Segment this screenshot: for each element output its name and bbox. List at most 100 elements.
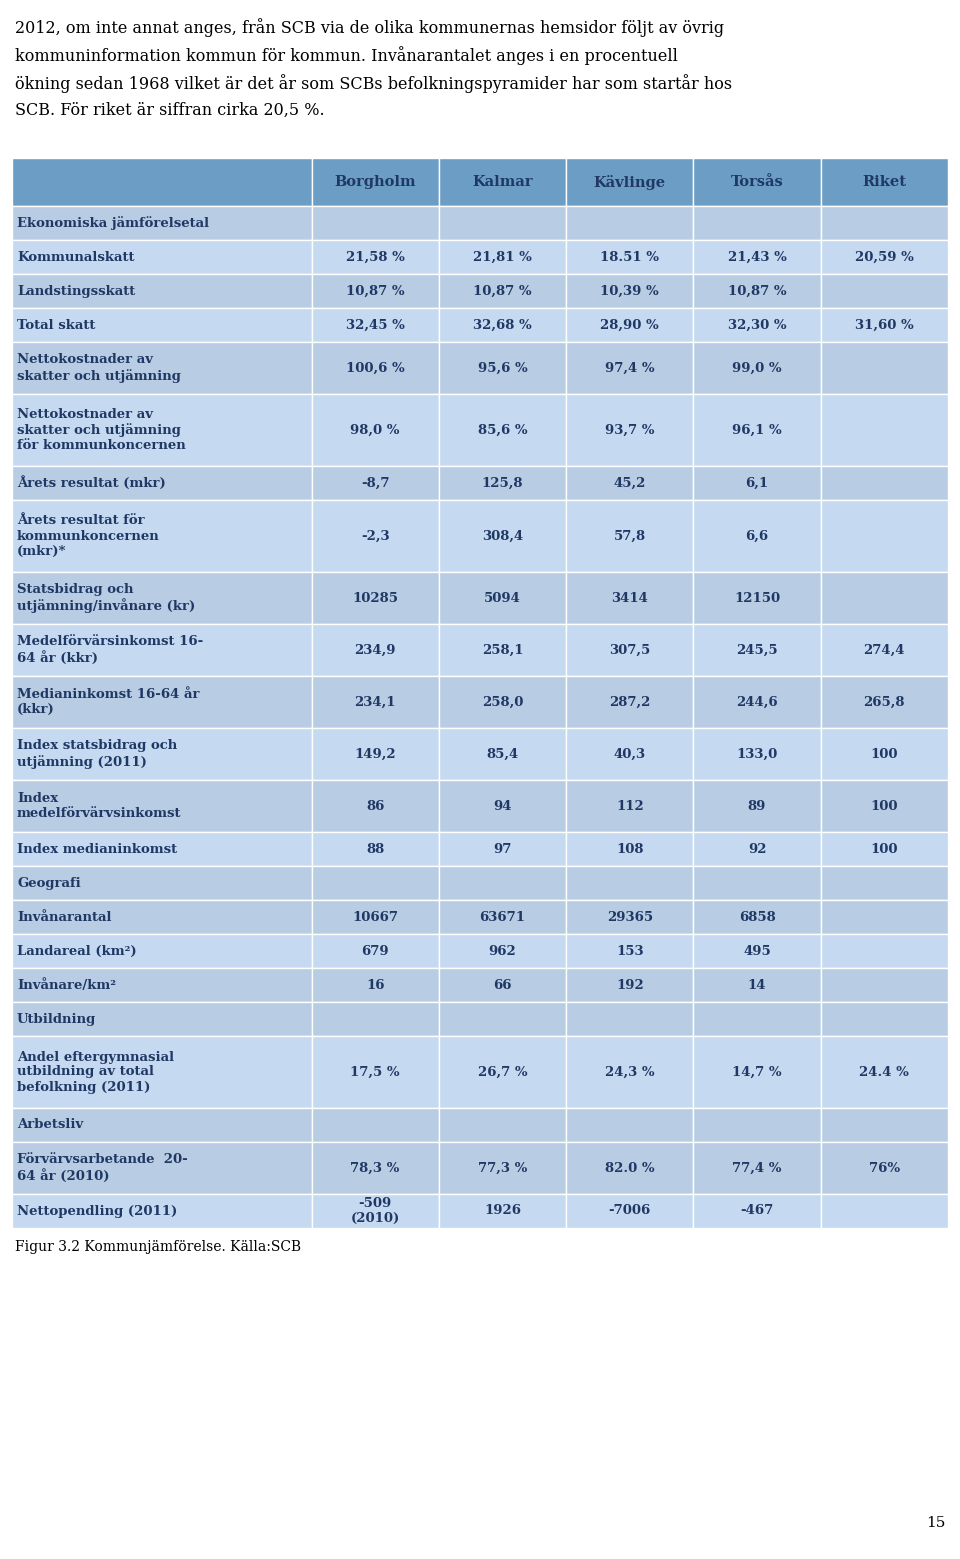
Text: Medelförvärsinkomst 16-
64 år (kkr): Medelförvärsinkomst 16- 64 år (kkr) — [17, 636, 204, 664]
Bar — [693, 728, 821, 780]
Bar — [566, 466, 693, 500]
Text: 32,30 %: 32,30 % — [728, 318, 786, 332]
Bar — [311, 341, 439, 394]
Bar — [311, 900, 439, 934]
Text: 94: 94 — [493, 800, 512, 812]
Bar — [821, 833, 948, 865]
Bar — [311, 968, 439, 1002]
Bar — [693, 341, 821, 394]
Text: 98,0 %: 98,0 % — [350, 424, 400, 437]
Bar — [12, 274, 311, 309]
Bar — [821, 157, 948, 206]
Text: 258,1: 258,1 — [482, 644, 523, 656]
Text: 100: 100 — [871, 747, 899, 761]
Text: Nettokostnader av
skatter och utjämning: Nettokostnader av skatter och utjämning — [17, 354, 180, 382]
Text: Kalmar: Kalmar — [472, 175, 533, 189]
Bar — [311, 309, 439, 341]
Text: Kävlinge: Kävlinge — [593, 175, 666, 190]
Text: 100: 100 — [871, 842, 899, 856]
Bar — [821, 1143, 948, 1194]
Bar — [12, 677, 311, 728]
Text: 31,60 %: 31,60 % — [855, 318, 914, 332]
Bar — [693, 309, 821, 341]
Bar — [821, 466, 948, 500]
Bar — [693, 572, 821, 624]
Bar — [12, 572, 311, 624]
Text: Torsås: Torsås — [731, 175, 783, 189]
Text: 10667: 10667 — [352, 910, 398, 923]
Bar — [439, 274, 566, 309]
Text: 77,3 %: 77,3 % — [478, 1161, 527, 1174]
Text: 149,2: 149,2 — [354, 747, 396, 761]
Text: 21,43 %: 21,43 % — [728, 251, 786, 263]
Bar — [821, 1002, 948, 1037]
Text: 24.4 %: 24.4 % — [859, 1065, 909, 1079]
Text: 96,1 %: 96,1 % — [732, 424, 782, 437]
Bar — [311, 1037, 439, 1108]
Bar — [12, 466, 311, 500]
Bar — [12, 1037, 311, 1108]
Text: 93,7 %: 93,7 % — [605, 424, 655, 437]
Bar — [311, 934, 439, 968]
Bar — [566, 728, 693, 780]
Bar — [439, 341, 566, 394]
Bar — [311, 1002, 439, 1037]
Bar — [821, 677, 948, 728]
Bar — [821, 624, 948, 677]
Text: 63671: 63671 — [479, 910, 525, 923]
Bar — [311, 206, 439, 240]
Bar — [439, 624, 566, 677]
Text: Landareal (km²): Landareal (km²) — [17, 945, 136, 957]
Bar — [12, 309, 311, 341]
Text: -467: -467 — [740, 1205, 774, 1218]
Text: 245,5: 245,5 — [736, 644, 778, 656]
Text: 10,87 %: 10,87 % — [346, 284, 404, 298]
Text: 92: 92 — [748, 842, 766, 856]
Bar — [693, 780, 821, 833]
Bar — [12, 500, 311, 572]
Text: 6,1: 6,1 — [746, 477, 769, 490]
Bar — [439, 934, 566, 968]
Bar — [693, 1002, 821, 1037]
Bar — [439, 572, 566, 624]
Bar — [12, 1002, 311, 1037]
Text: 234,1: 234,1 — [354, 695, 396, 708]
Text: 100: 100 — [871, 800, 899, 812]
Bar — [566, 624, 693, 677]
Bar — [439, 865, 566, 900]
Text: 97,4 %: 97,4 % — [605, 362, 655, 374]
Text: 85,4: 85,4 — [487, 747, 518, 761]
Text: Medianinkomst 16-64 år
(kkr): Medianinkomst 16-64 år (kkr) — [17, 688, 200, 716]
Bar — [311, 1108, 439, 1143]
Bar — [693, 1108, 821, 1143]
Bar — [693, 466, 821, 500]
Bar — [821, 1108, 948, 1143]
Text: 12150: 12150 — [734, 591, 780, 605]
Text: Utbildning: Utbildning — [17, 1012, 96, 1026]
Text: -7006: -7006 — [609, 1205, 651, 1218]
Bar — [566, 1108, 693, 1143]
Bar — [311, 833, 439, 865]
Bar — [566, 157, 693, 206]
Text: 78,3 %: 78,3 % — [350, 1161, 400, 1174]
Text: 133,0: 133,0 — [736, 747, 778, 761]
Bar — [311, 394, 439, 466]
Bar — [311, 1194, 439, 1228]
Text: 66: 66 — [493, 979, 512, 992]
Text: 89: 89 — [748, 800, 766, 812]
Bar — [439, 1037, 566, 1108]
Text: 274,4: 274,4 — [864, 644, 905, 656]
Bar — [439, 500, 566, 572]
Bar — [566, 900, 693, 934]
Text: Total skatt: Total skatt — [17, 318, 95, 332]
Bar — [566, 394, 693, 466]
Bar — [821, 309, 948, 341]
Text: 82.0 %: 82.0 % — [605, 1161, 655, 1174]
Bar — [311, 240, 439, 274]
Text: Nettokostnader av
skatter och utjämning
för kommunkoncernen: Nettokostnader av skatter och utjämning … — [17, 408, 185, 452]
Bar — [12, 900, 311, 934]
Text: 192: 192 — [616, 979, 643, 992]
Bar — [311, 677, 439, 728]
Bar — [12, 1194, 311, 1228]
Text: 14,7 %: 14,7 % — [732, 1065, 781, 1079]
